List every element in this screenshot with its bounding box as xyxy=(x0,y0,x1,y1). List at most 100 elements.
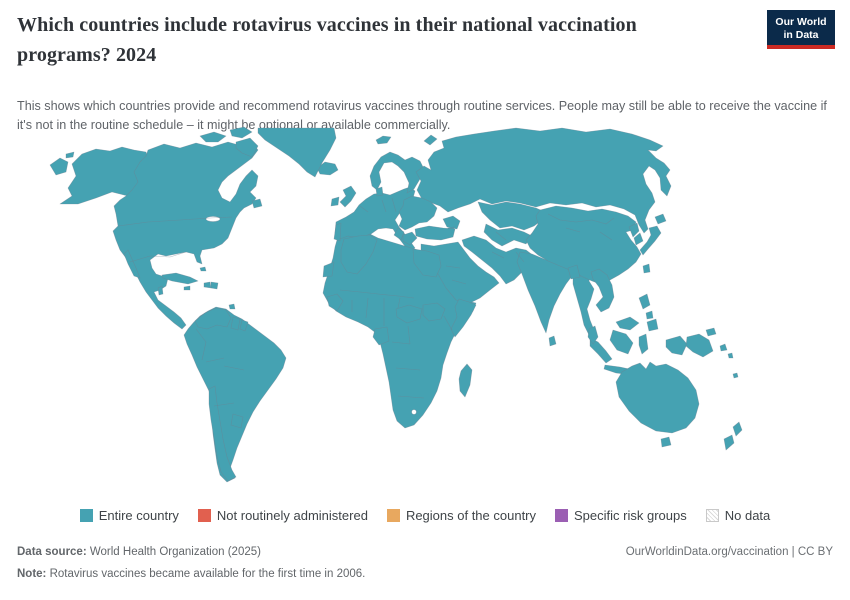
legend-label: Entire country xyxy=(98,508,179,523)
country-philippines-mindanao[interactable] xyxy=(646,318,659,332)
country-japan-hokkaido[interactable] xyxy=(654,213,667,225)
country-fiji[interactable] xyxy=(732,372,739,379)
world-choropleth-map xyxy=(0,120,850,502)
country-egypt[interactable] xyxy=(412,248,442,278)
country-middle-east[interactable] xyxy=(420,241,500,305)
note-label: Note: xyxy=(17,568,47,580)
legend-item-specific-risk-groups[interactable]: Specific risk groups xyxy=(555,508,687,523)
country-trinidad[interactable] xyxy=(228,303,236,310)
legend-label: No data xyxy=(724,508,771,523)
country-solomon-islands-1[interactable] xyxy=(719,343,728,352)
country-gabon-equatorial-guinea[interactable] xyxy=(372,326,390,346)
country-papua-new-guinea[interactable] xyxy=(685,333,714,358)
country-tasmania[interactable] xyxy=(660,436,672,448)
country-turkey[interactable] xyxy=(414,225,456,241)
country-dominican-republic[interactable] xyxy=(210,281,219,290)
legend-swatch-regions-of-country xyxy=(386,509,400,522)
country-suriname[interactable] xyxy=(230,316,241,331)
country-cuba[interactable] xyxy=(161,272,199,285)
country-portugal[interactable] xyxy=(333,222,342,242)
footer-source-row: Data source: World Health Organization (… xyxy=(17,546,833,558)
data-source-label: Data source: xyxy=(17,546,87,558)
country-ireland[interactable] xyxy=(330,196,340,207)
country-sulawesi[interactable] xyxy=(638,333,649,355)
country-central-asia[interactable] xyxy=(483,223,533,247)
country-balkans[interactable] xyxy=(393,227,405,241)
country-greece[interactable] xyxy=(402,231,418,246)
title-line-1: Which countries include rotavirus vaccin… xyxy=(17,14,637,36)
country-bahamas[interactable] xyxy=(199,266,207,272)
country-guinea-sierra-leone[interactable] xyxy=(326,293,344,312)
country-united-kingdom[interactable] xyxy=(339,185,357,208)
country-philippines-luzon[interactable] xyxy=(638,293,651,310)
legend-item-no-data[interactable]: No data xyxy=(705,508,771,523)
country-svalbard[interactable] xyxy=(375,135,392,145)
country-japan[interactable] xyxy=(639,225,662,256)
legend-item-not-routinely-administered[interactable]: Not routinely administered xyxy=(197,508,368,523)
country-arctic-islands-west[interactable] xyxy=(199,131,227,143)
country-chile[interactable] xyxy=(208,385,237,482)
country-algeria-tunisia[interactable] xyxy=(340,234,378,275)
country-bismarck-archipelago[interactable] xyxy=(705,327,717,337)
country-russia[interactable] xyxy=(415,127,672,234)
country-australia[interactable] xyxy=(615,361,700,434)
lesotho-enclave xyxy=(411,409,417,415)
country-bangladesh[interactable] xyxy=(567,264,581,280)
country-belize[interactable] xyxy=(157,285,164,296)
owid-logo[interactable]: Our World in Data xyxy=(767,10,835,49)
country-haiti[interactable] xyxy=(203,281,212,289)
country-newfoundland[interactable] xyxy=(251,198,263,209)
attribution-link[interactable]: OurWorldinData.org/vaccination | CC BY xyxy=(625,546,833,558)
country-baffin-island[interactable] xyxy=(235,137,259,158)
country-uruguay[interactable] xyxy=(230,413,244,429)
country-sumatra[interactable] xyxy=(589,337,613,364)
country-caucasus[interactable] xyxy=(442,215,461,230)
great-lakes xyxy=(205,216,221,222)
country-novaya-zemlya[interactable] xyxy=(423,134,438,146)
country-philippines-visayas[interactable] xyxy=(645,310,654,320)
country-russia-chukotka[interactable] xyxy=(49,157,69,176)
legend-label: Regions of the country xyxy=(405,508,537,523)
country-north-america[interactable] xyxy=(112,141,259,330)
country-somalia[interactable] xyxy=(450,298,477,338)
country-malaysia-borneo[interactable] xyxy=(615,316,640,331)
country-solomon-islands-2[interactable] xyxy=(727,352,734,359)
country-new-zealand-south[interactable] xyxy=(723,434,735,451)
country-venezuela[interactable] xyxy=(194,307,232,330)
country-taiwan[interactable] xyxy=(642,263,651,274)
country-south-korea[interactable] xyxy=(633,232,644,246)
country-jamaica[interactable] xyxy=(183,285,191,291)
internal-borders xyxy=(117,197,613,407)
country-sri-lanka[interactable] xyxy=(548,335,557,347)
country-iceland[interactable] xyxy=(316,161,339,176)
country-russia-chukotka-sliver[interactable] xyxy=(65,151,75,159)
legend-item-regions-of-country[interactable]: Regions of the country xyxy=(386,508,537,523)
country-arctic-islands-north[interactable] xyxy=(229,126,253,139)
country-west-papua[interactable] xyxy=(665,335,688,356)
country-malaysia-peninsula[interactable] xyxy=(587,325,599,345)
country-borneo[interactable] xyxy=(609,329,634,355)
country-scandinavia[interactable] xyxy=(369,151,425,194)
country-new-zealand-north[interactable] xyxy=(732,421,743,437)
legend-swatch-no-data xyxy=(705,509,719,522)
country-china-mongolia[interactable] xyxy=(525,205,642,285)
country-north-korea[interactable] xyxy=(628,222,640,238)
country-eastern-europe[interactable] xyxy=(398,195,438,231)
country-baja-california[interactable] xyxy=(123,249,141,279)
legend-item-entire-country[interactable]: Entire country xyxy=(79,508,179,523)
country-south-sudan[interactable] xyxy=(422,302,446,322)
country-vietnam-cambodia[interactable] xyxy=(590,268,615,313)
country-denmark[interactable] xyxy=(375,186,384,197)
logo-text-line1: Our World xyxy=(775,16,827,28)
logo-text-line2: in Data xyxy=(783,28,819,41)
country-madagascar[interactable] xyxy=(458,363,473,398)
country-western-sahara[interactable] xyxy=(322,261,335,278)
country-french-guiana[interactable] xyxy=(239,319,249,332)
data-source-value: World Health Organization (2025) xyxy=(86,546,261,558)
country-greenland[interactable] xyxy=(257,127,337,178)
country-central-african-republic[interactable] xyxy=(395,304,423,324)
note-value: Rotavirus vaccines became available for … xyxy=(46,568,366,580)
data-source: Data source: World Health Organization (… xyxy=(17,546,261,558)
chart-title: Which countries include rotavirus vaccin… xyxy=(17,10,757,70)
